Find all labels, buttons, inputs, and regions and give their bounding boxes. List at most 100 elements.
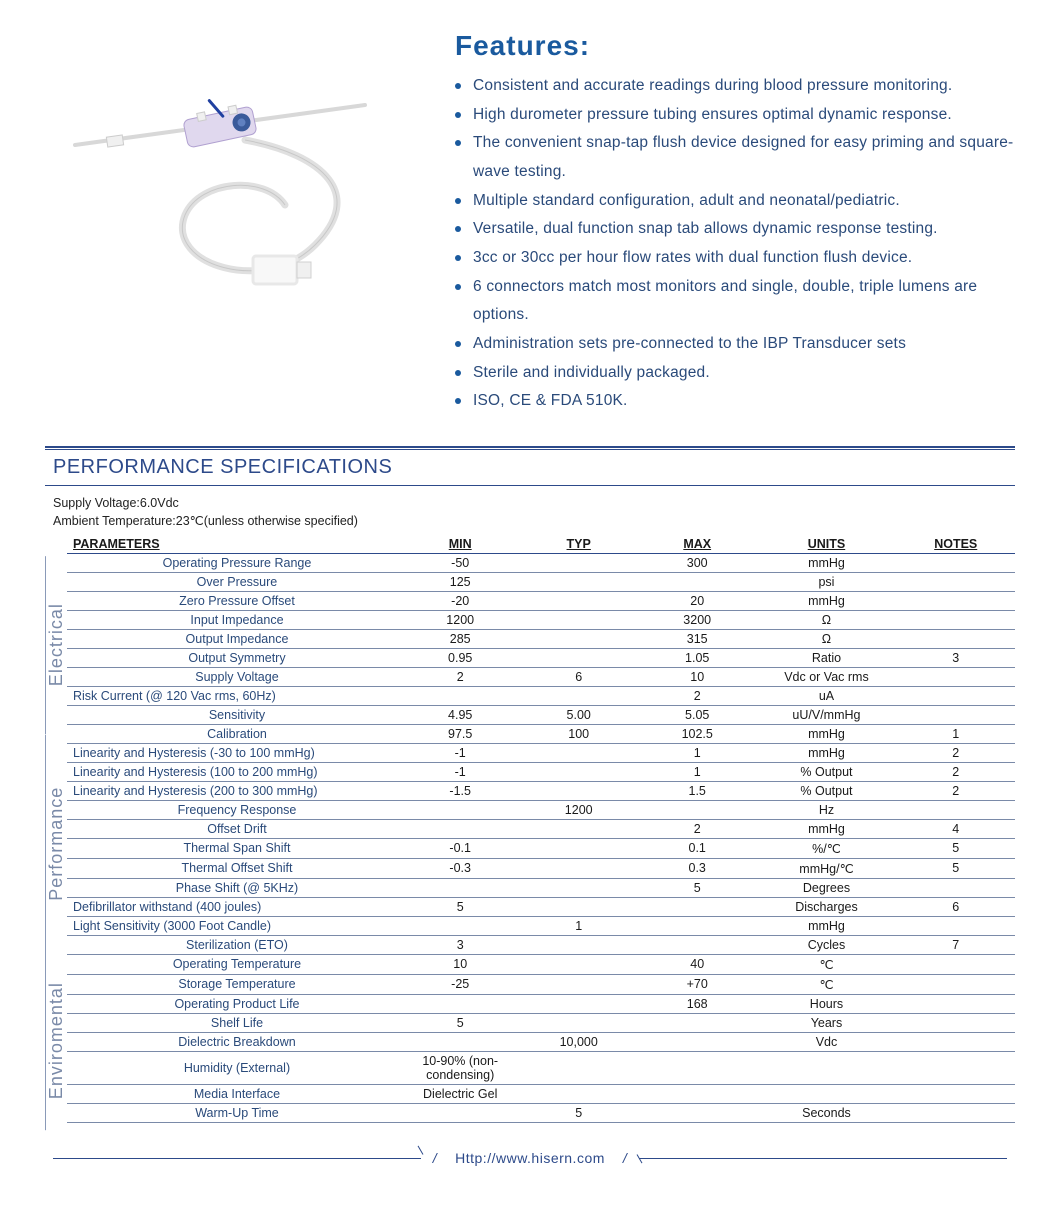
- param-cell: Frequency Response: [67, 800, 401, 819]
- min-cell: -1.5: [401, 781, 520, 800]
- units-cell: Seconds: [756, 1103, 896, 1122]
- units-cell: Vdc: [756, 1032, 896, 1051]
- notes-cell: [896, 610, 1015, 629]
- footer-url: Http://www.hisern.com: [449, 1150, 611, 1166]
- min-cell: [401, 994, 520, 1013]
- param-cell: Output Impedance: [67, 629, 401, 648]
- max-cell: [638, 572, 757, 591]
- units-cell: mmHg: [756, 916, 896, 935]
- max-cell: [638, 800, 757, 819]
- typ-cell: [519, 610, 638, 629]
- units-cell: mmHg: [756, 819, 896, 838]
- max-cell: 2: [638, 686, 757, 705]
- param-cell: Media Interface: [67, 1084, 401, 1103]
- max-cell: 10: [638, 667, 757, 686]
- notes-cell: [896, 572, 1015, 591]
- param-cell: Supply Voltage: [67, 667, 401, 686]
- max-cell: [638, 916, 757, 935]
- param-cell: Defibrillator withstand (400 joules): [67, 897, 401, 916]
- feature-item: 6 connectors match most monitors and sin…: [455, 273, 1015, 330]
- notes-cell: 4: [896, 819, 1015, 838]
- param-cell: Dielectric Breakdown: [67, 1032, 401, 1051]
- spec-section: PERFORMANCE SPECIFICATIONS Supply Voltag…: [45, 446, 1015, 1130]
- units-cell: ℃: [756, 954, 896, 974]
- min-cell: 285: [401, 629, 520, 648]
- typ-cell: 100: [519, 724, 638, 743]
- table-row: Light Sensitivity (3000 Foot Candle)1mmH…: [67, 916, 1015, 935]
- typ-cell: [519, 878, 638, 897]
- param-cell: Risk Current (@ 120 Vac rms, 60Hz): [67, 686, 401, 705]
- table-row: Dielectric Breakdown10,000Vdc: [67, 1032, 1015, 1051]
- typ-cell: 5.00: [519, 705, 638, 724]
- units-cell: Cycles: [756, 935, 896, 954]
- min-cell: 5: [401, 897, 520, 916]
- units-cell: mmHg: [756, 591, 896, 610]
- spec-table: PARAMETERS MIN TYP MAX UNITS NOTES Opera…: [67, 534, 1015, 1123]
- min-cell: [401, 800, 520, 819]
- typ-cell: [519, 1051, 638, 1084]
- footer: / Http://www.hisern.com /: [45, 1150, 1015, 1166]
- table-row: Storage Temperature-25+70℃: [67, 974, 1015, 994]
- table-row: Media InterfaceDielectric Gel: [67, 1084, 1015, 1103]
- notes-cell: 2: [896, 762, 1015, 781]
- table-row: Zero Pressure Offset-2020mmHg: [67, 591, 1015, 610]
- param-cell: Humidity (External): [67, 1051, 401, 1084]
- min-cell: -25: [401, 974, 520, 994]
- table-row: Calibration97.5100102.5mmHg1: [67, 724, 1015, 743]
- min-cell: -0.3: [401, 858, 520, 878]
- max-cell: 40: [638, 954, 757, 974]
- feature-item: ISO, CE & FDA 510K.: [455, 387, 1015, 416]
- param-cell: Warm-Up Time: [67, 1103, 401, 1122]
- notes-cell: [896, 1032, 1015, 1051]
- feature-item: High durometer pressure tubing ensures o…: [455, 101, 1015, 130]
- slash-icon: /: [429, 1150, 441, 1166]
- typ-cell: [519, 648, 638, 667]
- feature-item: Sterile and individually packaged.: [455, 359, 1015, 388]
- min-cell: 10: [401, 954, 520, 974]
- max-cell: 168: [638, 994, 757, 1013]
- min-cell: 3: [401, 935, 520, 954]
- param-cell: Output Symmetry: [67, 648, 401, 667]
- table-row: Output Symmetry0.951.05Ratio3: [67, 648, 1015, 667]
- table-row: Frequency Response1200Hz: [67, 800, 1015, 819]
- features-block: Features: Consistent and accurate readin…: [455, 30, 1015, 416]
- notes-cell: [896, 629, 1015, 648]
- max-cell: 5.05: [638, 705, 757, 724]
- table-row: Linearity and Hysteresis (200 to 300 mmH…: [67, 781, 1015, 800]
- max-cell: 20: [638, 591, 757, 610]
- typ-cell: [519, 591, 638, 610]
- typ-cell: [519, 935, 638, 954]
- units-cell: mmHg/℃: [756, 858, 896, 878]
- typ-cell: [519, 743, 638, 762]
- table-row: Operating Pressure Range-50300mmHg: [67, 553, 1015, 572]
- spec-grid: ElectricalPerformanceEnviromental PARAME…: [45, 534, 1015, 1130]
- max-cell: 1.5: [638, 781, 757, 800]
- notes-cell: 3: [896, 648, 1015, 667]
- typ-cell: [519, 629, 638, 648]
- max-cell: [638, 935, 757, 954]
- param-cell: Operating Product Life: [67, 994, 401, 1013]
- table-row: Thermal Span Shift-0.10.1%/℃5: [67, 838, 1015, 858]
- min-cell: -0.1: [401, 838, 520, 858]
- min-cell: [401, 819, 520, 838]
- table-row: Phase Shift (@ 5KHz)5Degrees: [67, 878, 1015, 897]
- units-cell: Ratio: [756, 648, 896, 667]
- table-row: Sterilization (ETO)3Cycles7: [67, 935, 1015, 954]
- table-row: Input Impedance12003200Ω: [67, 610, 1015, 629]
- typ-cell: [519, 762, 638, 781]
- notes-cell: 5: [896, 838, 1015, 858]
- min-cell: 4.95: [401, 705, 520, 724]
- spec-heading: PERFORMANCE SPECIFICATIONS: [45, 450, 1015, 485]
- param-cell: Linearity and Hysteresis (-30 to 100 mmH…: [67, 743, 401, 762]
- min-cell: [401, 916, 520, 935]
- footer-rule-left: [53, 1158, 421, 1159]
- param-cell: Offset Drift: [67, 819, 401, 838]
- param-cell: Calibration: [67, 724, 401, 743]
- min-cell: -1: [401, 743, 520, 762]
- max-cell: 102.5: [638, 724, 757, 743]
- param-cell: Thermal Offset Shift: [67, 858, 401, 878]
- min-cell: 10-90% (non-condensing): [401, 1051, 520, 1084]
- typ-cell: [519, 974, 638, 994]
- notes-cell: [896, 1084, 1015, 1103]
- param-cell: Operating Pressure Range: [67, 553, 401, 572]
